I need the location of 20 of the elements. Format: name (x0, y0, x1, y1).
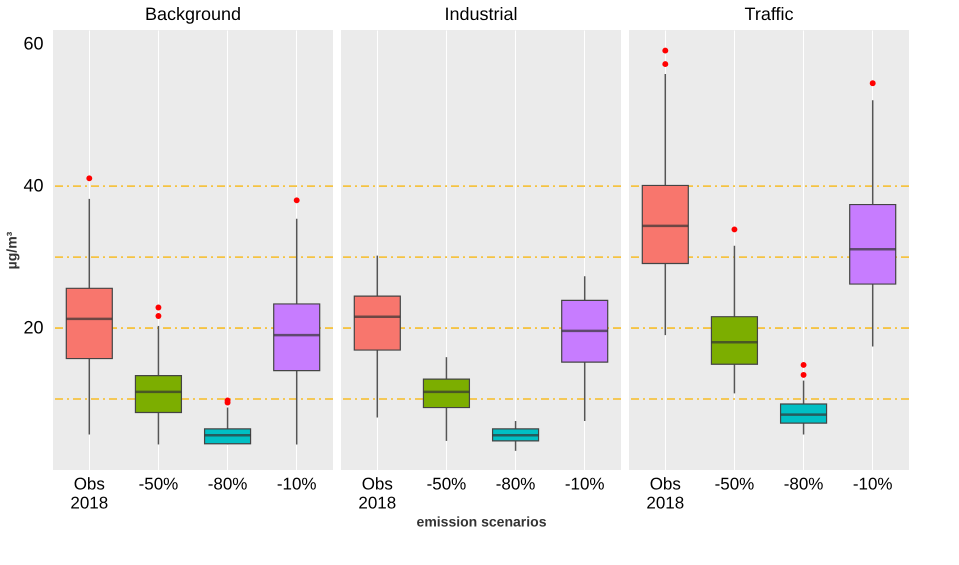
x-tick-label: -50% (426, 474, 466, 494)
x-tick-label: Obs 2018 (646, 474, 684, 512)
x-tick-label: -50% (138, 474, 178, 494)
x-tick-label: -80% (208, 474, 248, 494)
x-tick-label: -10% (852, 474, 893, 494)
x-tick-label: -10% (276, 474, 317, 494)
y-tick-label: 20 (23, 318, 44, 338)
y-tick-label: 40 (23, 176, 44, 196)
x-tick-label: Obs 2018 (70, 474, 108, 512)
chart-title: Industrial (444, 4, 518, 24)
y-axis-title: µg/m³ (3, 231, 20, 270)
chart-title: Traffic (744, 4, 794, 24)
x-tick-label: -10% (564, 474, 605, 494)
x-axis-title: emission scenarios (416, 514, 547, 530)
x-tick-label: -80% (496, 474, 536, 494)
x-tick-label: -80% (784, 474, 824, 494)
x-tick-label: -50% (714, 474, 754, 494)
y-tick-label: 60 (23, 34, 44, 54)
x-tick-label: Obs 2018 (358, 474, 396, 512)
chart-title: Background (144, 4, 242, 24)
